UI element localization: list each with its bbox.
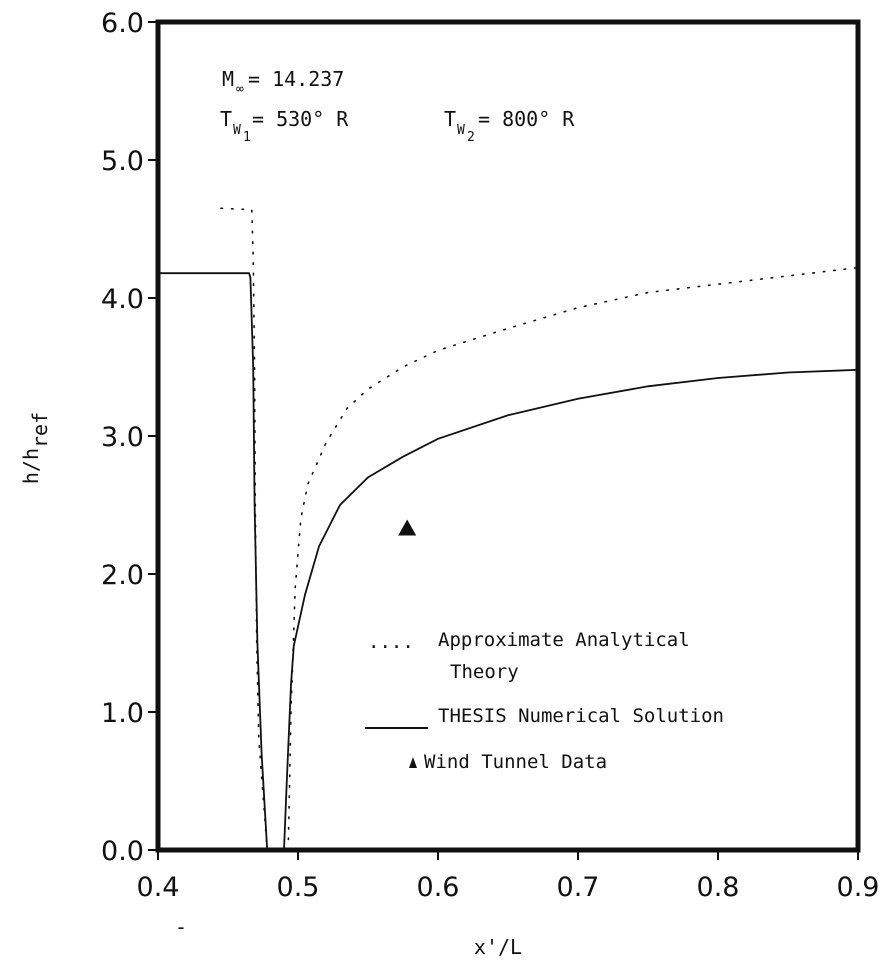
x-tick-label: 0.8	[697, 872, 740, 903]
wind-tunnel-data-point	[398, 519, 417, 536]
legend-dotted-label: Approximate Analytical	[438, 629, 690, 651]
y-tick-label: 3.0	[101, 422, 144, 453]
tw2-symbol: T	[444, 107, 456, 131]
y-tick-label: 2.0	[101, 560, 144, 591]
mach-symbol: M	[222, 67, 234, 91]
annotation-mach: M ∞ = 14.237	[222, 67, 344, 97]
mach-subscript: ∞	[236, 82, 244, 97]
legend: .... Approximate Analytical Theory THESI…	[365, 629, 724, 773]
x-tick-label: 0.5	[277, 872, 320, 903]
thesis-numerical-solid-curve	[158, 272, 269, 851]
tw1-subscript-w: W	[233, 123, 241, 138]
y-axis-label-main: h/href	[19, 412, 52, 484]
y-tick-label: 5.0	[101, 146, 144, 177]
tw1-symbol: T	[220, 107, 232, 131]
legend-triangle-marker	[409, 757, 417, 768]
legend-dotted-label-2: Theory	[450, 661, 519, 683]
y-tick-label: 6.0	[101, 8, 144, 39]
tw1-value: = 530° R	[252, 107, 349, 131]
y-tick-label: 4.0	[101, 284, 144, 315]
stray-mark: -	[175, 915, 187, 939]
points-layer	[398, 519, 417, 536]
x-tick-label: 0.7	[557, 872, 600, 903]
x-axis-label: x'/L	[474, 935, 522, 959]
y-axis-label: h/href	[19, 412, 52, 484]
legend-triangle-label: Wind Tunnel Data	[424, 751, 607, 773]
x-tick-label: 0.6	[417, 872, 460, 903]
y-tick-label: 0.0	[101, 836, 144, 867]
axis-ticks: 0.4 0.5 0.6 0.7 0.8 0.9 0.0 1.0 2.0 3.0 4.0 5.0 6.0	[101, 8, 879, 903]
tw2-subscript-2: 2	[467, 130, 475, 145]
x-tick-label: 0.4	[137, 872, 180, 903]
annotation-tw1: T W 1 = 530° R	[220, 107, 349, 145]
y-tick-label: 1.0	[101, 698, 144, 729]
tw2-value: = 800° R	[478, 107, 575, 131]
series-layer	[158, 207, 859, 851]
annotation-tw2: T W 2 = 800° R	[444, 107, 575, 145]
legend-solid-label: THESIS Numerical Solution	[438, 705, 724, 727]
legend-dotted-symbol: ....	[368, 631, 414, 653]
tw1-subscript-1: 1	[243, 130, 251, 145]
tw2-subscript-w: W	[457, 123, 465, 138]
x-tick-label: 0.9	[837, 872, 880, 903]
thesis-numerical-solid-curve	[283, 368, 859, 851]
analytical-theory-dotted-curve	[220, 207, 268, 851]
mach-value: = 14.237	[248, 67, 344, 91]
